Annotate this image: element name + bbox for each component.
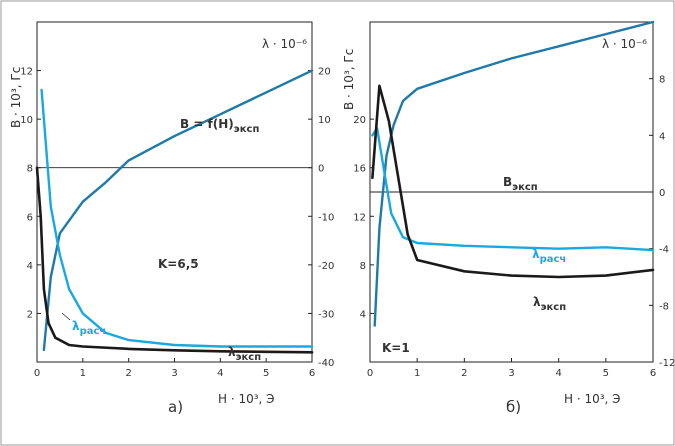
y-right-axis-label: λ · 10⁻⁶: [602, 37, 647, 51]
panel-b: 0 1 2 3 4 5 648121620-12-8-4048Bэкспλрасчλэксп…: [342, 20, 675, 416]
y-left-tick-label: 6: [27, 212, 33, 223]
series-label-2: λрасч: [72, 319, 106, 337]
series-line-1: [42, 69, 314, 352]
y-left-tick-label: 12: [20, 67, 33, 78]
y-left-tick-label: 2: [27, 309, 33, 320]
series-line-3: [35, 166, 314, 354]
x-tick-label: 2: [125, 368, 131, 379]
series-label-3: λэксп: [228, 345, 261, 363]
series-line-2: [371, 127, 655, 252]
x-tick-label: 6: [650, 368, 656, 379]
x-axis-label: H · 10³, Э: [218, 392, 275, 406]
y-right-tick-label: 4: [659, 131, 665, 142]
x-tick-label: 0: [34, 368, 40, 379]
y-right-tick-label: 0: [659, 188, 665, 199]
x-tick-label: 3: [508, 368, 514, 379]
x-tick-label: 0: [367, 368, 373, 379]
y-left-tick-label: 8: [360, 261, 366, 272]
annotation-k: K=1: [382, 341, 410, 355]
y-right-tick-label: -20: [318, 261, 334, 272]
x-tick-label: 5: [263, 368, 269, 379]
y-left-axis-label: B · 10³, Гс: [342, 49, 356, 110]
y-left-tick-label: 12: [353, 212, 366, 223]
x-tick-label: 4: [555, 368, 561, 379]
y-right-tick-label: -10: [318, 212, 334, 223]
x-tick-label: 3: [171, 368, 177, 379]
annotation-k: K=6,5: [158, 257, 199, 271]
y-left-tick-label: 20: [353, 115, 366, 126]
x-tick-label: 5: [603, 368, 609, 379]
y-left-tick-label: 8: [27, 164, 33, 175]
label-leader: [61, 312, 71, 321]
x-tick-label: 1: [414, 368, 420, 379]
y-right-tick-label: -8: [659, 301, 669, 312]
y-right-axis-label: λ · 10⁻⁶: [262, 37, 307, 51]
y-left-axis-label: B · 10³, Гс: [9, 67, 23, 128]
series-label-1: Bэксп: [503, 175, 538, 193]
y-left-tick-label: 4: [27, 261, 33, 272]
panel-label: б): [506, 398, 521, 416]
x-tick-label: 1: [80, 368, 86, 379]
series-label-1: B = f(H)эксп: [180, 117, 259, 135]
y-left-tick-label: 4: [360, 309, 366, 320]
panel-label: а): [168, 398, 183, 416]
y-right-tick-label: 10: [318, 115, 331, 126]
series-line-3: [371, 84, 655, 279]
y-right-tick-label: -4: [659, 245, 669, 256]
series-label-2: λрасч: [532, 247, 566, 265]
series-line-1: [373, 20, 655, 327]
y-right-tick-label: -12: [659, 358, 675, 369]
y-right-tick-label: 20: [318, 67, 331, 78]
series-line-2: [40, 88, 314, 348]
y-left-tick-label: 16: [353, 164, 366, 175]
series-label-3: λэксп: [533, 295, 566, 313]
y-left-tick-label: 10: [20, 115, 33, 126]
x-tick-label: 4: [217, 368, 223, 379]
y-right-tick-label: -40: [318, 358, 334, 369]
y-right-tick-label: 8: [659, 75, 665, 86]
x-axis-label: H · 10³, Э: [564, 392, 621, 406]
y-right-tick-label: -30: [318, 309, 334, 320]
x-tick-label: 6: [309, 368, 315, 379]
y-right-tick-label: 0: [318, 164, 324, 175]
x-tick-label: 2: [461, 368, 467, 379]
